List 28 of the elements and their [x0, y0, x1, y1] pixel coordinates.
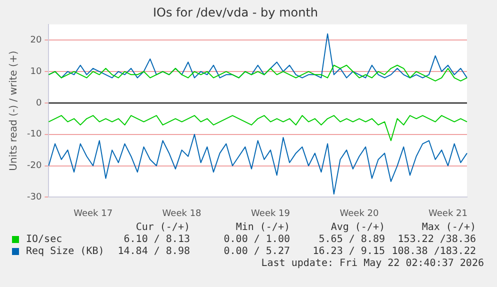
text: 153.22 /38.36	[398, 234, 476, 245]
text: Min (-/+)	[236, 222, 290, 233]
text: 16.23 / 9.15	[312, 246, 385, 257]
text: Avg (-/+)	[330, 222, 385, 233]
y-tick-label: 0	[36, 98, 42, 108]
y-axis-title: Units read (-) / write (+)	[8, 50, 20, 171]
text: Cur (-/+)	[136, 222, 190, 233]
text: 6.10 / 8.13	[124, 234, 190, 245]
x-tick-label: Week 21	[428, 208, 468, 219]
text: 5.65 / 8.89	[318, 234, 385, 245]
x-tick-label: Week 19	[251, 208, 290, 219]
text: 0.00 / 5.27	[224, 246, 290, 257]
text: Max (-/+)	[422, 222, 476, 233]
y-tick-label: -10	[26, 130, 42, 140]
x-tick-label: Week 20	[340, 208, 380, 219]
x-tick-label: Week 17	[74, 208, 113, 219]
text: Last update: Fri May 22 02:40:37 2026	[261, 258, 484, 269]
chart-title: IOs for /dev/vda - by month	[152, 5, 318, 20]
text: 108.38 /183.22	[392, 246, 476, 257]
y-tick-label: 20	[30, 35, 42, 46]
legend-label: IO/sec	[26, 234, 62, 245]
y-tick-label: 10	[30, 66, 42, 77]
text: 0.00 / 1.00	[224, 234, 290, 245]
text: 14.84 / 8.98	[118, 246, 190, 257]
x-tick-label: Week 18	[162, 208, 202, 219]
y-tick-label: -20	[26, 161, 42, 172]
legend-label: Req Size (KB)	[26, 246, 104, 257]
y-tick-label: -30	[26, 192, 42, 203]
